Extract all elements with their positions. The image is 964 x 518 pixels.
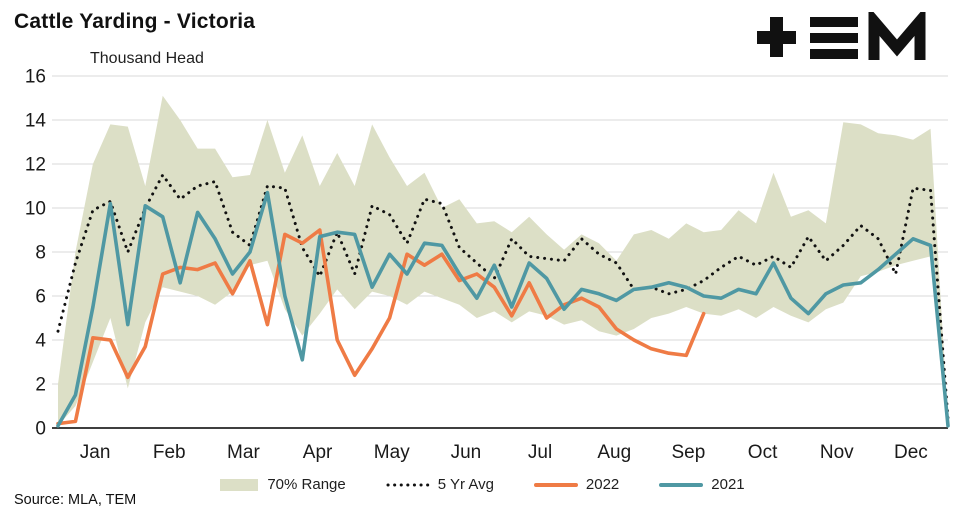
orange-line-swatch-icon [533, 482, 578, 487]
teal-line-swatch-icon [659, 482, 704, 487]
x-tick-label: Mar [227, 442, 260, 463]
x-tick-label: Feb [153, 442, 186, 463]
y-tick-label: 8 [35, 243, 46, 264]
x-tick-label: Nov [820, 442, 854, 463]
y-tick-label: 12 [25, 155, 46, 176]
series-line-5-yr-avg [56, 173, 950, 421]
logo-bar-top [810, 17, 858, 27]
x-tick-label: May [374, 442, 410, 463]
legend-item-70-range: 70% Range [219, 476, 346, 493]
band-swatch-icon [220, 478, 259, 491]
y-tick-label: 6 [35, 287, 46, 308]
legend-label-70-range: 70% Range [267, 476, 346, 493]
y-tick-label: 4 [35, 331, 46, 352]
legend-label-5yr-avg: 5 Yr Avg [437, 476, 494, 493]
dotted-line-swatch-icon [386, 483, 430, 486]
series-line-2022 [56, 228, 706, 426]
x-tick-label: Jun [451, 442, 482, 463]
legend-item-2021: 2021 [659, 476, 745, 493]
legend-label-2022: 2022 [585, 476, 620, 493]
x-tick-label: Sep [672, 442, 706, 463]
page-title: Cattle Yarding - Victoria [14, 10, 256, 33]
source-note: Source: MLA, TEM [14, 492, 137, 508]
chart-legend: 70% Range 5 Yr Avg 2022 2021 [0, 476, 964, 493]
band-70-range-area [58, 95, 948, 426]
logo-bar-middle [810, 33, 858, 43]
y-tick-label: 16 [25, 67, 46, 88]
x-tick-label: Dec [894, 442, 928, 463]
legend-label-2021: 2021 [711, 476, 745, 493]
y-tick-label: 14 [25, 111, 47, 132]
logo-bar-bottom [810, 49, 858, 59]
logo-letter-m [868, 12, 926, 60]
y-tick-label: 0 [35, 419, 46, 440]
y-tick-label: 10 [25, 199, 46, 220]
y-tick-label: 2 [35, 375, 46, 396]
legend-item-5yr-avg: 5 Yr Avg [386, 476, 494, 493]
legend-band-swatch [220, 478, 259, 491]
x-tick-label: Aug [597, 442, 631, 463]
x-tick-label: Apr [303, 442, 333, 463]
series-line-2021 [56, 190, 950, 428]
x-tick-label: Jul [528, 442, 552, 463]
logo-plus-horizontal [757, 31, 796, 44]
x-tick-label: Jan [80, 442, 111, 463]
tem-logo [757, 12, 926, 60]
cattle-yarding-chart: 0 2 4 6 8 10 12 14 16 Jan Feb Mar Apr May Jun Jul Aug Sep… [25, 67, 950, 463]
x-tick-label: Oct [748, 442, 778, 463]
y-axis-units-label: Thousand Head [90, 50, 204, 67]
legend-item-2022: 2022 [533, 476, 620, 493]
